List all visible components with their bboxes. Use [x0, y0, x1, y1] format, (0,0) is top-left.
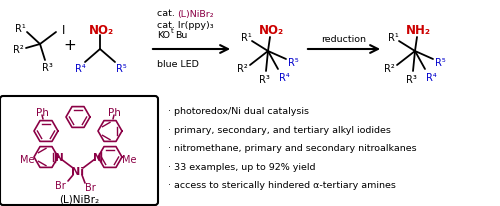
- Text: Me: Me: [20, 154, 34, 164]
- Text: +: +: [64, 38, 76, 53]
- Text: R⁴: R⁴: [278, 73, 289, 83]
- Text: Ph: Ph: [36, 108, 49, 117]
- Text: R¹: R¹: [388, 33, 398, 43]
- Text: R⁵: R⁵: [434, 58, 446, 68]
- Text: NO₂: NO₂: [258, 24, 283, 37]
- Text: R²: R²: [12, 45, 24, 55]
- Text: blue LED: blue LED: [157, 60, 199, 69]
- Text: · photoredox/Ni dual catalysis: · photoredox/Ni dual catalysis: [168, 107, 309, 116]
- Text: · 33 examples, up to 92% yield: · 33 examples, up to 92% yield: [168, 162, 316, 171]
- Text: R³: R³: [42, 63, 52, 73]
- Text: R¹: R¹: [14, 24, 26, 34]
- Text: t: t: [171, 28, 174, 34]
- Text: cat. Ir(ppy)₃: cat. Ir(ppy)₃: [157, 20, 214, 29]
- Text: cat.: cat.: [157, 9, 178, 18]
- Text: R³: R³: [258, 75, 270, 85]
- Text: N: N: [54, 152, 64, 162]
- Text: R⁴: R⁴: [74, 64, 86, 74]
- Text: (L)NiBr₂: (L)NiBr₂: [177, 9, 214, 18]
- Text: I: I: [62, 24, 66, 37]
- Text: R⁴: R⁴: [426, 73, 436, 83]
- Text: · nitromethane, primary and secondary nitroalkanes: · nitromethane, primary and secondary ni…: [168, 144, 416, 153]
- FancyBboxPatch shape: [0, 97, 158, 205]
- Text: R²: R²: [236, 64, 248, 74]
- Text: Me: Me: [122, 154, 136, 164]
- Text: Br: Br: [54, 180, 66, 190]
- Text: Br: Br: [84, 182, 96, 192]
- Text: NO₂: NO₂: [88, 23, 114, 36]
- Text: Bu: Bu: [175, 31, 188, 40]
- Text: (L)NiBr₂: (L)NiBr₂: [59, 194, 99, 204]
- Text: · primary, secondary, and tertiary alkyl iodides: · primary, secondary, and tertiary alkyl…: [168, 125, 391, 134]
- Text: R³: R³: [406, 75, 416, 85]
- Text: R⁵: R⁵: [116, 64, 126, 74]
- Text: N: N: [92, 152, 102, 162]
- Text: R¹: R¹: [240, 33, 252, 43]
- Text: NH₂: NH₂: [406, 24, 430, 37]
- Text: KO: KO: [157, 31, 170, 40]
- Text: Ni: Ni: [72, 166, 85, 176]
- Text: reduction: reduction: [322, 35, 366, 44]
- Text: Ph: Ph: [108, 108, 120, 117]
- Text: R²: R²: [384, 64, 394, 74]
- Text: · access to sterically hindered α-tertiary amines: · access to sterically hindered α-tertia…: [168, 181, 396, 190]
- Text: R⁵: R⁵: [288, 58, 298, 68]
